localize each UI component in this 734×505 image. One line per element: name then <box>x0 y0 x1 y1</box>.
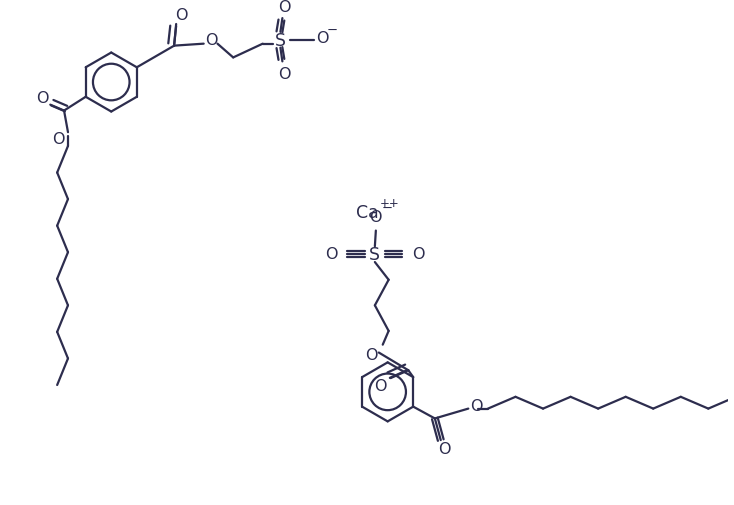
Text: Ca: Ca <box>356 204 378 221</box>
Text: O: O <box>52 131 65 146</box>
Text: O: O <box>374 379 387 394</box>
Text: S: S <box>275 32 286 49</box>
Text: O: O <box>370 210 382 225</box>
Text: O: O <box>175 8 187 23</box>
Text: −: − <box>382 201 393 214</box>
Text: O: O <box>206 33 218 48</box>
Text: O: O <box>438 441 451 457</box>
Text: O: O <box>278 0 291 15</box>
Text: O: O <box>325 246 338 261</box>
Text: O: O <box>470 398 482 413</box>
Text: O: O <box>316 31 329 46</box>
Text: −: − <box>327 24 338 37</box>
Text: ++: ++ <box>379 196 399 209</box>
Text: O: O <box>278 67 291 81</box>
Text: O: O <box>36 91 48 106</box>
Text: S: S <box>369 245 380 264</box>
Text: O: O <box>412 246 424 261</box>
Text: O: O <box>365 347 377 362</box>
